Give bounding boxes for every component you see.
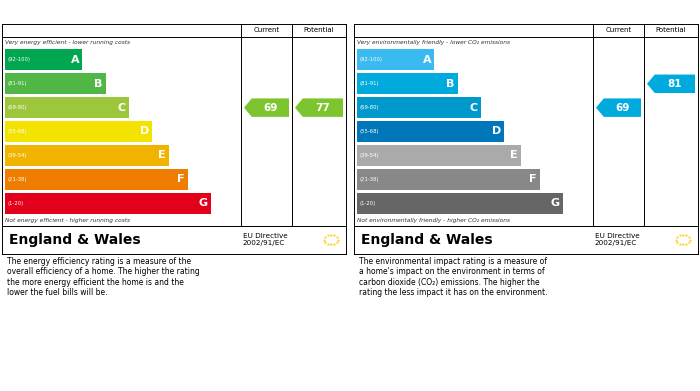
Text: G: G: [199, 198, 208, 208]
Bar: [5, 193, 211, 213]
Text: 77: 77: [316, 103, 330, 113]
Bar: [5, 145, 169, 166]
Text: D: D: [140, 127, 149, 136]
Polygon shape: [295, 99, 343, 117]
Bar: [357, 193, 563, 213]
Text: A: A: [423, 55, 431, 65]
Text: (21-38): (21-38): [8, 177, 27, 182]
Text: E: E: [510, 151, 518, 160]
Text: (81-91): (81-91): [360, 81, 379, 86]
Text: (55-68): (55-68): [360, 129, 379, 134]
Text: G: G: [551, 198, 560, 208]
Text: The environmental impact rating is a measure of
a home's impact on the environme: The environmental impact rating is a mea…: [359, 257, 547, 297]
Text: B: B: [446, 79, 454, 89]
Text: Not energy efficient - higher running costs: Not energy efficient - higher running co…: [5, 218, 130, 223]
Text: The energy efficiency rating is a measure of the
overall efficiency of a home. T: The energy efficiency rating is a measur…: [7, 257, 200, 297]
Text: EU Directive
2002/91/EC: EU Directive 2002/91/EC: [243, 233, 288, 246]
Bar: [357, 169, 540, 190]
Text: B: B: [94, 79, 103, 89]
Text: 69: 69: [263, 103, 278, 113]
Text: England & Wales: England & Wales: [361, 233, 493, 247]
Text: Environmental Impact (CO₂) Rating: Environmental Impact (CO₂) Rating: [359, 7, 592, 20]
Text: 69: 69: [615, 103, 629, 113]
Text: F: F: [177, 174, 185, 184]
Text: Current: Current: [606, 27, 631, 34]
Text: England & Wales: England & Wales: [9, 233, 141, 247]
Bar: [357, 49, 434, 70]
Text: EU Directive
2002/91/EC: EU Directive 2002/91/EC: [595, 233, 640, 246]
Text: Energy Efficiency Rating: Energy Efficiency Rating: [7, 7, 169, 20]
Text: Potential: Potential: [656, 27, 686, 34]
Text: F: F: [529, 174, 536, 184]
Bar: [357, 121, 505, 142]
Bar: [5, 49, 82, 70]
Polygon shape: [596, 99, 641, 117]
Bar: [5, 169, 188, 190]
Bar: [5, 73, 106, 94]
Text: (92-100): (92-100): [360, 57, 383, 63]
Bar: [357, 73, 458, 94]
Text: E: E: [158, 151, 166, 160]
Text: 81: 81: [668, 79, 682, 89]
Text: C: C: [118, 103, 126, 113]
Text: Potential: Potential: [304, 27, 335, 34]
Text: (69-80): (69-80): [8, 105, 27, 110]
Text: (21-38): (21-38): [360, 177, 379, 182]
Text: (69-80): (69-80): [360, 105, 379, 110]
Bar: [357, 97, 481, 118]
Text: (1-20): (1-20): [360, 201, 376, 206]
Text: Very energy efficient - lower running costs: Very energy efficient - lower running co…: [5, 40, 130, 45]
Text: C: C: [470, 103, 478, 113]
Bar: [357, 145, 521, 166]
Text: (81-91): (81-91): [8, 81, 27, 86]
Text: (55-68): (55-68): [8, 129, 27, 134]
Text: Not environmentally friendly - higher CO₂ emissions: Not environmentally friendly - higher CO…: [357, 218, 510, 223]
Text: (39-54): (39-54): [8, 153, 27, 158]
Polygon shape: [244, 99, 289, 117]
Text: (92-100): (92-100): [8, 57, 31, 63]
Text: (39-54): (39-54): [360, 153, 379, 158]
Bar: [5, 97, 129, 118]
Bar: [5, 121, 153, 142]
Text: A: A: [71, 55, 79, 65]
Text: Current: Current: [253, 27, 279, 34]
Text: Very environmentally friendly - lower CO₂ emissions: Very environmentally friendly - lower CO…: [357, 40, 510, 45]
Text: (1-20): (1-20): [8, 201, 25, 206]
Polygon shape: [647, 75, 695, 93]
Text: D: D: [492, 127, 501, 136]
